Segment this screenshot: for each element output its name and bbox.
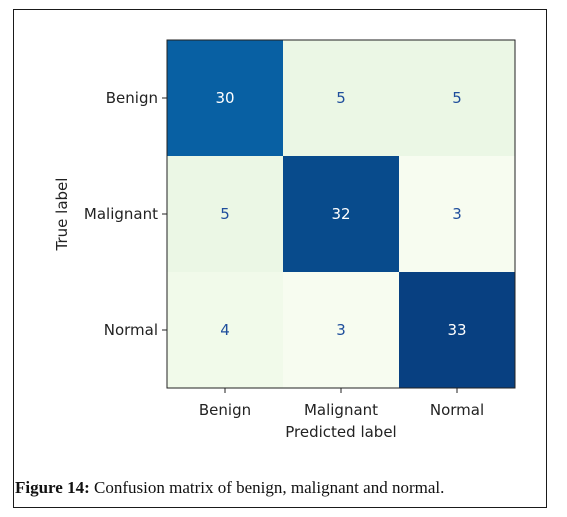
cell-value-label: 3: [452, 205, 462, 223]
confusion-matrix-chart: 30 5 55 32 34 3 33 Benign Malignant Normal Benig…: [53, 39, 516, 441]
cell-group: [167, 40, 515, 388]
matrix-cell-benign-malignant: [283, 40, 399, 156]
x-axis-label: Predicted label: [285, 423, 396, 441]
cell-value-label: 5: [336, 89, 346, 107]
cell-value-label: 33: [447, 321, 466, 339]
matrix-cell-normal-benign: [167, 272, 283, 388]
y-tick-label: Benign: [106, 89, 158, 107]
matrix-cell-normal-normal: [399, 272, 515, 388]
matrix-cell-benign-normal: [399, 40, 515, 156]
x-tick-group: Benign Malignant Normal: [199, 388, 484, 419]
y-tick-label: Normal: [104, 321, 158, 339]
y-tick-group: Benign Malignant Normal: [84, 89, 167, 339]
caption-text: Confusion matrix of benign, malignant an…: [89, 478, 445, 497]
matrix-cell-malignant-benign: [167, 156, 283, 272]
matrix-cell-benign-benign: [167, 40, 283, 156]
y-axis-label: True label: [53, 178, 71, 252]
cell-label-group: 30 5 55 32 34 3 33: [215, 89, 466, 339]
matrix-cell-normal-malignant: [283, 272, 399, 388]
cell-value-label: 32: [331, 205, 350, 223]
y-tick-label: Malignant: [84, 205, 158, 223]
x-tick-label: Normal: [430, 401, 484, 419]
figure-caption: Figure 14: Confusion matrix of benign, m…: [15, 478, 547, 498]
matrix-cell-malignant-normal: [399, 156, 515, 272]
x-tick-label: Malignant: [304, 401, 378, 419]
caption-label: Figure 14:: [15, 478, 90, 497]
cell-value-label: 30: [215, 89, 234, 107]
cell-value-label: 5: [220, 205, 230, 223]
x-tick-label: Benign: [199, 401, 251, 419]
matrix-cell-malignant-malignant: [283, 156, 399, 272]
figure-frame: [13, 9, 547, 508]
cell-value-label: 5: [452, 89, 462, 107]
cell-value-label: 4: [220, 321, 230, 339]
cell-value-label: 3: [336, 321, 346, 339]
